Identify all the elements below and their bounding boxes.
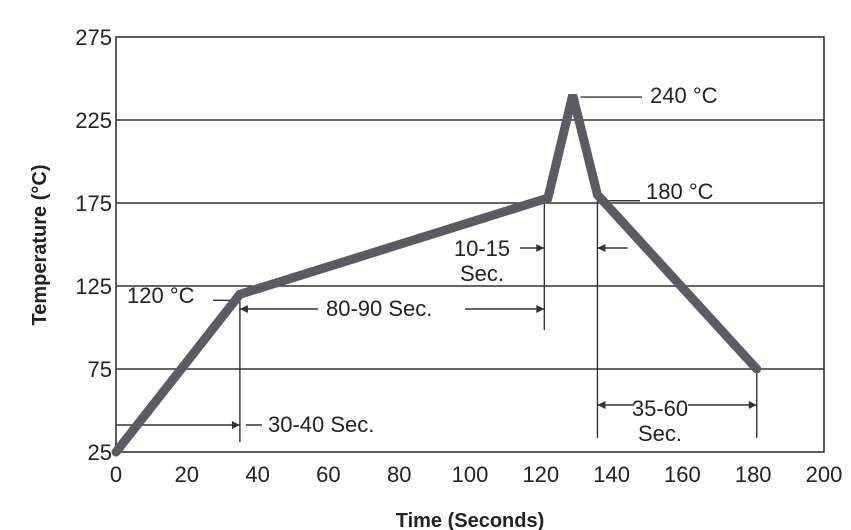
x-tick-label: 40: [245, 462, 269, 487]
annotation-peak-temp: 240 °C: [650, 83, 718, 108]
ramp-arrow-head-left: [536, 244, 545, 252]
y-tick-label: 25: [88, 440, 112, 465]
x-tick-labels: 0 20 40 60 80 100 120 140 160 180 200: [110, 462, 842, 487]
x-tick-label: 180: [735, 462, 772, 487]
cool-arrow-head-right: [748, 401, 757, 409]
plot-frame: [115, 36, 825, 453]
soak-arrow-head-left: [239, 305, 248, 313]
y-tick-label: 175: [75, 191, 112, 216]
y-tick-label: 125: [75, 274, 112, 299]
annotation-120-temp: 120 °C: [127, 283, 195, 308]
x-tick-label: 20: [175, 462, 199, 487]
x-tick-label: 200: [806, 462, 843, 487]
x-tick-label: 120: [522, 462, 559, 487]
x-tick-label: 160: [664, 462, 701, 487]
annotation-preheat-duration: 30-40 Sec.: [268, 412, 374, 437]
annotation-cool-duration-line1: 35-60: [632, 396, 688, 421]
y-tick-label: 225: [75, 108, 112, 133]
preheat-arrow-head: [231, 421, 240, 429]
y-tick-label: 275: [75, 25, 112, 50]
annotation-ramp-duration-line2: Sec.: [460, 261, 504, 286]
x-axis-title: Time (Seconds): [396, 510, 545, 530]
x-tick-label: 80: [387, 462, 411, 487]
y-tick-label: 75: [88, 357, 112, 382]
x-tick-label: 60: [316, 462, 340, 487]
annotation-ramp-duration-line1: 10-15: [454, 236, 510, 261]
x-tick-label: 100: [452, 462, 489, 487]
temperature-profile-line: [111, 94, 762, 457]
annotation-soak-duration: 80-90 Sec.: [326, 296, 432, 321]
annotation-cool-duration-line2: Sec.: [638, 421, 682, 446]
y-axis-title: Temperature (°C): [29, 165, 51, 326]
grid-lines: [116, 119, 824, 370]
cool-arrow-head-left: [597, 401, 606, 409]
dimension-markers: [116, 96, 758, 442]
x-tick-label: 140: [593, 462, 630, 487]
ramp-arrow-head-right: [597, 244, 606, 252]
annotation-180-temp: 180 °C: [646, 179, 714, 204]
y-tick-labels: 25 75 125 175 225 275: [75, 25, 112, 465]
x-tick-label: 0: [110, 462, 122, 487]
soak-arrow-head-right: [536, 305, 545, 313]
